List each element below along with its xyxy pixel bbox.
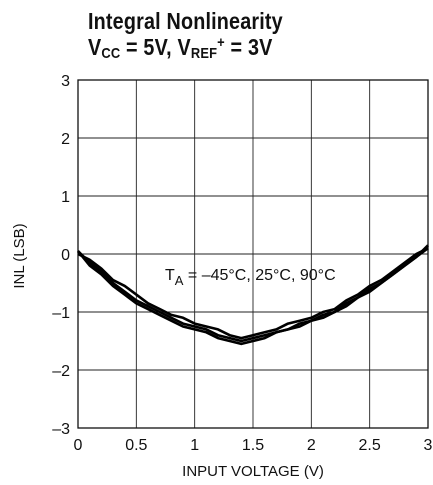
x-tick-label: 3 xyxy=(424,437,433,454)
x-tick-label: 1.5 xyxy=(242,437,264,454)
x-tick-label: 2.5 xyxy=(359,437,381,454)
y-tick-label: 2 xyxy=(61,131,70,148)
x-axis-label: INPUT VOLTAGE (V) xyxy=(182,463,324,480)
series-group xyxy=(76,244,429,346)
x-tick-label: 2 xyxy=(307,437,316,454)
y-tick-label: 3 xyxy=(61,73,70,90)
x-tick-label: 1 xyxy=(190,437,199,454)
temperature-annotation: TA = –45°C, 25°C, 90°C xyxy=(165,267,336,288)
subtitle-end: = 3V xyxy=(224,34,273,60)
y-tick-label: 0 xyxy=(61,247,70,264)
series-line-2 xyxy=(77,247,429,340)
x-tick-labels: 0 0.5 1 1.5 2 2.5 3 xyxy=(74,437,433,454)
y-axis-label: INL (LSB) xyxy=(11,223,28,288)
grid xyxy=(77,79,429,429)
y-tick-label: 1 xyxy=(61,189,70,206)
y-tick-label: –1 xyxy=(52,305,70,322)
subtitle-v: V xyxy=(88,34,102,60)
subtitle-plus: + xyxy=(217,34,225,51)
chart-subtitle: VCC = 5V, VREF+ = 3V xyxy=(88,34,272,62)
y-tick-label: –2 xyxy=(52,363,70,380)
subtitle-cc: CC xyxy=(101,45,121,62)
subtitle-mid: = 5V, V xyxy=(120,34,191,60)
x-tick-label: 0 xyxy=(74,437,83,454)
y-tick-label: –3 xyxy=(52,421,70,438)
subtitle-ref: REF xyxy=(190,45,218,62)
annotation-t: T xyxy=(165,267,175,284)
series-line-3 xyxy=(76,244,429,346)
chart-title: Integral Nonlinearity xyxy=(88,8,283,34)
series-line-1 xyxy=(77,247,429,343)
annotation-text: = –45°C, 25°C, 90°C xyxy=(183,267,335,284)
y-tick-labels: –3 –2 –1 0 1 2 3 xyxy=(52,73,70,438)
x-tick-label: 0.5 xyxy=(125,437,147,454)
annotation-a: A xyxy=(175,273,184,288)
